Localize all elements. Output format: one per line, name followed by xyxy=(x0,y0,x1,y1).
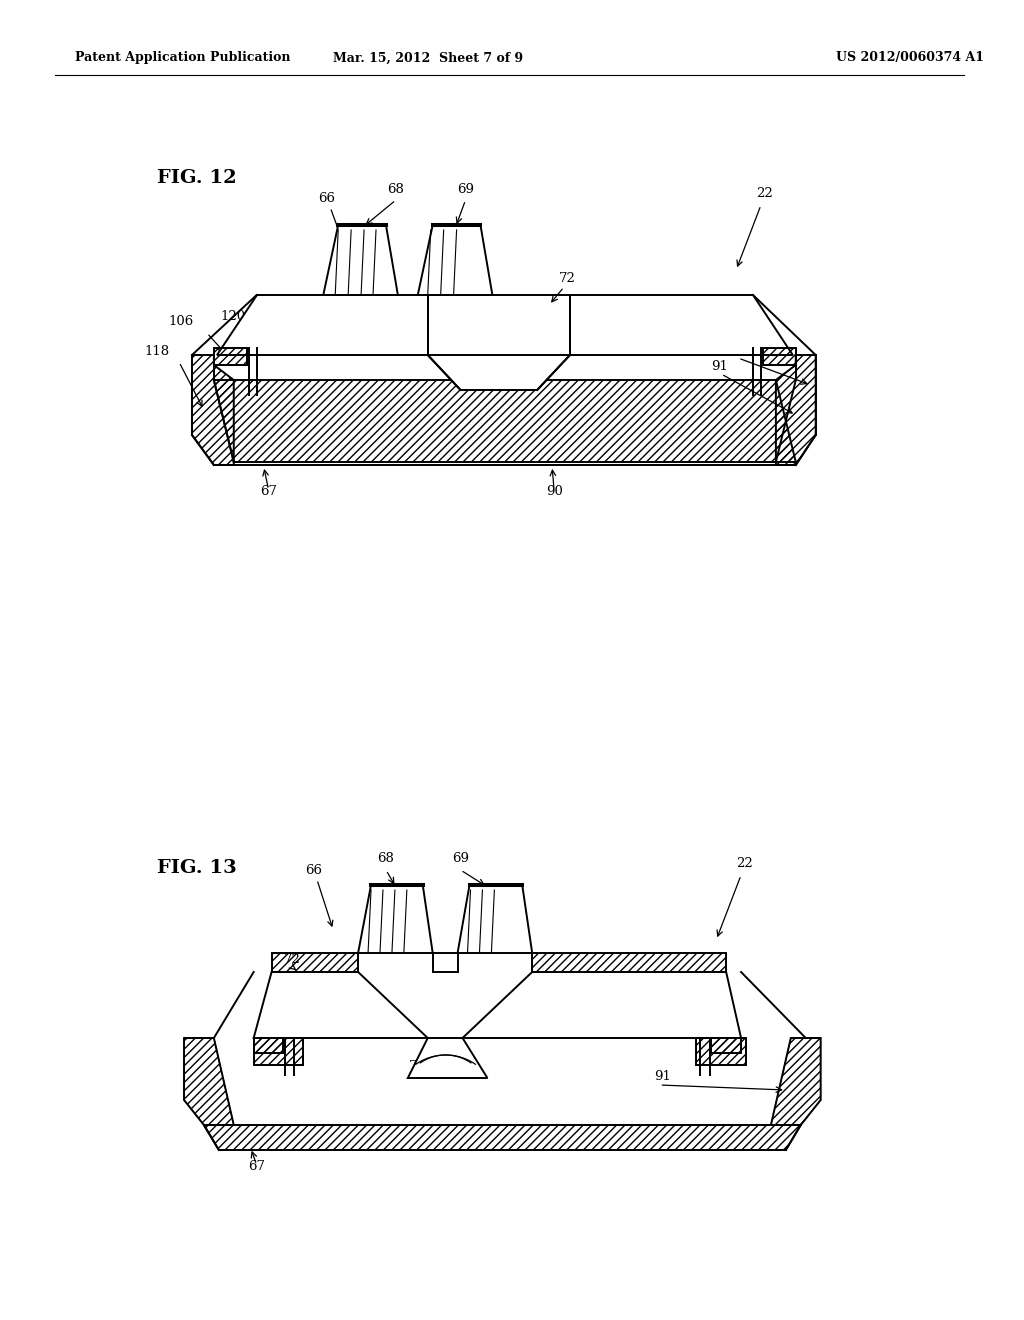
Polygon shape xyxy=(433,953,458,972)
Text: 118: 118 xyxy=(144,345,169,358)
Text: 72: 72 xyxy=(559,272,575,285)
Text: 76: 76 xyxy=(410,1060,426,1073)
Text: Mar. 15, 2012  Sheet 7 of 9: Mar. 15, 2012 Sheet 7 of 9 xyxy=(333,51,523,65)
Polygon shape xyxy=(217,294,428,355)
Text: 91: 91 xyxy=(654,1071,672,1082)
Text: 72: 72 xyxy=(284,953,300,966)
Text: 68: 68 xyxy=(378,851,394,865)
Text: 69: 69 xyxy=(457,183,474,195)
Text: 90: 90 xyxy=(546,484,562,498)
Text: US 2012/0060374 A1: US 2012/0060374 A1 xyxy=(836,51,984,65)
Text: Patent Application Publication: Patent Application Publication xyxy=(75,51,290,65)
Polygon shape xyxy=(570,294,793,355)
Text: 91: 91 xyxy=(712,360,728,374)
Text: FIG. 13: FIG. 13 xyxy=(157,859,237,876)
Text: 106: 106 xyxy=(701,315,727,327)
Polygon shape xyxy=(358,884,433,953)
Text: 22: 22 xyxy=(756,187,773,201)
Text: 22: 22 xyxy=(736,857,753,870)
Text: 120: 120 xyxy=(221,310,246,323)
Polygon shape xyxy=(458,884,532,953)
Text: 106: 106 xyxy=(169,315,194,327)
Text: 67: 67 xyxy=(260,484,278,498)
Text: 119: 119 xyxy=(726,342,752,355)
Text: 120: 120 xyxy=(646,310,672,323)
Text: 69: 69 xyxy=(452,851,469,865)
Text: 68: 68 xyxy=(387,183,404,195)
Text: 66: 66 xyxy=(318,191,352,267)
Polygon shape xyxy=(254,972,428,1038)
Polygon shape xyxy=(418,224,493,294)
Polygon shape xyxy=(463,972,741,1038)
Polygon shape xyxy=(324,224,398,294)
Polygon shape xyxy=(408,1038,487,1078)
Polygon shape xyxy=(428,355,570,389)
Text: 66: 66 xyxy=(305,863,333,927)
Text: FIG. 12: FIG. 12 xyxy=(157,169,237,187)
Text: 67: 67 xyxy=(248,1160,265,1173)
